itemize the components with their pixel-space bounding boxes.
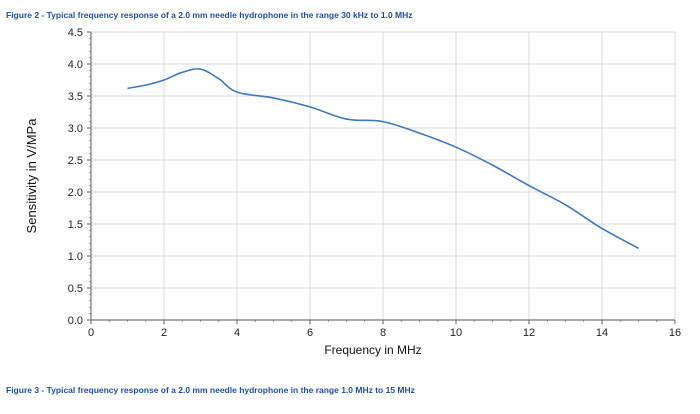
series-line-sensitivity [127, 68, 639, 250]
y-tick-label: 3.0 [68, 123, 83, 135]
x-axis-label: Frequency in MHz [324, 343, 421, 357]
chart-grid [90, 31, 676, 321]
x-tick-label: 2 [161, 327, 167, 339]
x-tick-label: 8 [380, 327, 386, 339]
y-axis-label: Sensitivity in V/MPa [24, 118, 39, 234]
x-tick-label: 10 [450, 327, 462, 339]
x-tick-label: 0 [88, 327, 94, 339]
frequency-response-chart: 0.0 0.5 1.0 1.5 2.0 2.5 3.0 3.5 4.0 4.5 0 2 4 6 8 10 12 1… [24, 27, 681, 357]
x-tick-label: 12 [523, 327, 535, 339]
x-tick-label: 16 [669, 327, 681, 339]
series-group [127, 68, 639, 250]
y-tick-label: 0.5 [68, 283, 83, 295]
y-tick-label: 1.5 [68, 219, 83, 231]
x-tick-label: 14 [596, 327, 608, 339]
y-tick-label: 4.0 [68, 59, 83, 71]
tick-labels: 0.0 0.5 1.0 1.5 2.0 2.5 3.0 3.5 4.0 4.5 0 2 4 6 8 10 12 1… [68, 27, 681, 339]
y-tick-label: 1.0 [68, 251, 83, 263]
y-tick-label: 4.5 [68, 27, 83, 39]
y-tick-label: 2.5 [68, 155, 83, 167]
x-tick-label: 6 [307, 327, 313, 339]
y-tick-label: 3.5 [68, 91, 83, 103]
figure-2-caption: Figure 2 - Typical frequency response of… [6, 10, 413, 20]
y-tick-label: 0.0 [68, 315, 83, 327]
figure-3-caption: Figure 3 - Typical frequency response of… [6, 385, 415, 395]
x-tick-label: 4 [234, 327, 240, 339]
y-tick-label: 2.0 [68, 187, 83, 199]
chart-axes [87, 31, 676, 324]
